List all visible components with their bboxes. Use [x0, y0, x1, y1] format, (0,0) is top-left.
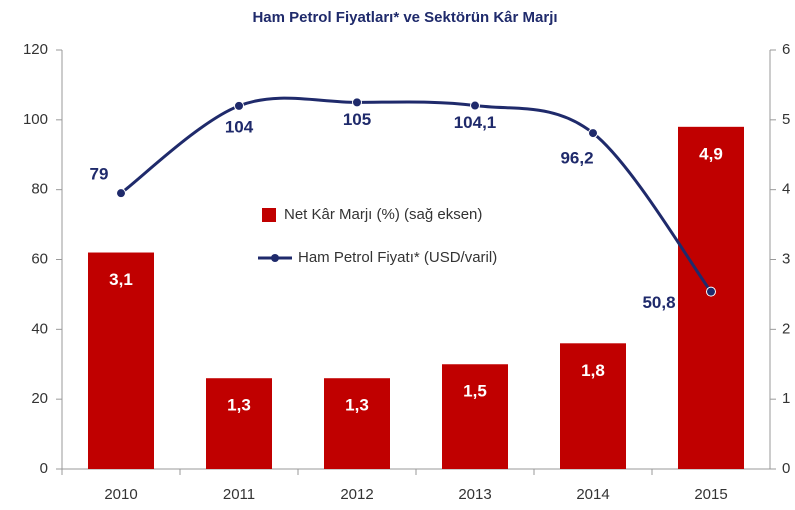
line-label: 104 — [225, 117, 254, 136]
line-label: 105 — [343, 110, 371, 129]
bar — [678, 126, 744, 470]
y-tick-label: 80 — [31, 181, 48, 198]
bar-label: 1,3 — [227, 396, 251, 415]
bar-label: 4,9 — [699, 144, 723, 163]
legend-label: Net Kâr Marjı (%) (sağ eksen) — [284, 206, 482, 223]
line-label: 79 — [90, 165, 109, 184]
line-label: 50,8 — [642, 293, 675, 312]
line-label: 104,1 — [454, 113, 497, 132]
y2-tick-label: 4 — [782, 181, 790, 198]
line-marker — [470, 100, 480, 111]
x-tick-label: 2012 — [340, 486, 373, 503]
bar — [324, 378, 390, 469]
bar — [442, 364, 508, 469]
bar — [206, 378, 272, 469]
y2-tick-label: 2 — [782, 320, 790, 337]
y2-tick-label: 3 — [782, 250, 790, 267]
line-marker — [116, 188, 126, 199]
legend-swatch — [262, 208, 276, 222]
y2-tick-label: 6 — [782, 41, 790, 58]
line-marker — [706, 286, 716, 297]
line-marker — [588, 128, 598, 139]
x-tick-label: 2015 — [694, 486, 727, 503]
y2-tick-label: 1 — [782, 390, 790, 407]
y-tick-label: 40 — [31, 320, 48, 337]
bar-label: 1,5 — [463, 382, 487, 401]
legend-swatch — [271, 254, 279, 262]
bar-label: 1,8 — [581, 361, 605, 380]
bar — [560, 343, 626, 469]
y-tick-label: 20 — [31, 390, 48, 407]
line-marker — [352, 97, 362, 108]
x-tick-label: 2011 — [223, 486, 255, 503]
y-tick-label: 100 — [23, 111, 48, 128]
x-tick-label: 2014 — [576, 486, 609, 503]
chart-title: Ham Petrol Fiyatları* ve Sektörün Kâr Ma… — [252, 9, 557, 26]
line-label: 96,2 — [560, 149, 593, 168]
y-tick-label: 0 — [40, 460, 48, 477]
bar-label: 3,1 — [109, 270, 133, 289]
legend-label: Ham Petrol Fiyatı* (USD/varil) — [298, 249, 497, 266]
bar-label: 1,3 — [345, 396, 369, 415]
y-tick-label: 120 — [23, 41, 48, 58]
line — [120, 96, 713, 293]
y-tick-label: 60 — [31, 250, 48, 267]
bar — [88, 252, 154, 469]
x-tick-label: 2010 — [104, 486, 137, 503]
x-tick-label: 2013 — [458, 486, 491, 503]
line-marker — [234, 100, 244, 111]
y2-tick-label: 5 — [782, 111, 790, 128]
y2-tick-label: 0 — [782, 460, 790, 477]
